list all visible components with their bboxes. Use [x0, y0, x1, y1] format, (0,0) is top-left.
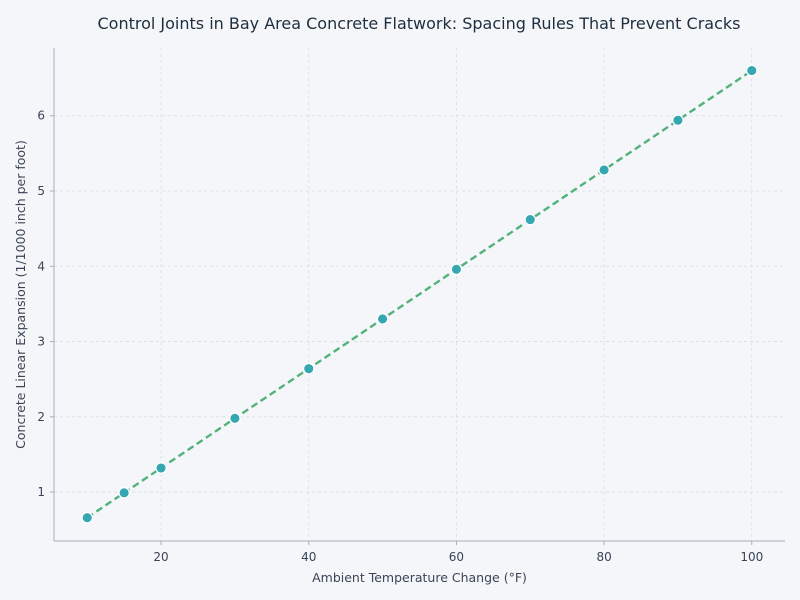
x-tick-label: 80 — [596, 550, 611, 564]
data-point — [118, 486, 130, 499]
y-tick-label: 5 — [37, 184, 45, 198]
data-point — [745, 64, 758, 77]
data-point — [155, 462, 167, 474]
x-axis-label: Ambient Temperature Change (°F) — [312, 570, 527, 585]
data-point — [450, 263, 463, 276]
data-point — [524, 213, 537, 226]
data-point — [672, 114, 684, 127]
axes-layer — [53, 48, 785, 542]
data-point — [302, 362, 315, 375]
x-tick-label: 60 — [449, 550, 464, 564]
y-tick-label: 6 — [37, 109, 45, 123]
y-tick-label: 2 — [37, 410, 45, 424]
ticks-layer: 20 40 60 80 100 1 2 3 4 5 6 — [37, 109, 763, 564]
x-tick-label: 20 — [153, 550, 168, 564]
y-axis-label: Concrete Linear Expansion (1/1000 inch p… — [13, 140, 28, 449]
y-tick-label: 4 — [37, 259, 45, 273]
chart-title: Control Joints in Bay Area Concrete Flat… — [98, 14, 741, 33]
y-tick-label: 3 — [37, 335, 45, 349]
data-point — [376, 313, 389, 325]
x-tick-label: 100 — [740, 550, 763, 564]
x-tick-label: 40 — [301, 550, 316, 564]
data-point — [598, 164, 610, 176]
series-layer — [81, 64, 758, 524]
data-point — [229, 412, 241, 425]
y-tick-label: 1 — [37, 485, 45, 499]
data-point — [81, 511, 94, 524]
grid-layer — [54, 48, 785, 541]
trend-line — [86, 69, 753, 519]
